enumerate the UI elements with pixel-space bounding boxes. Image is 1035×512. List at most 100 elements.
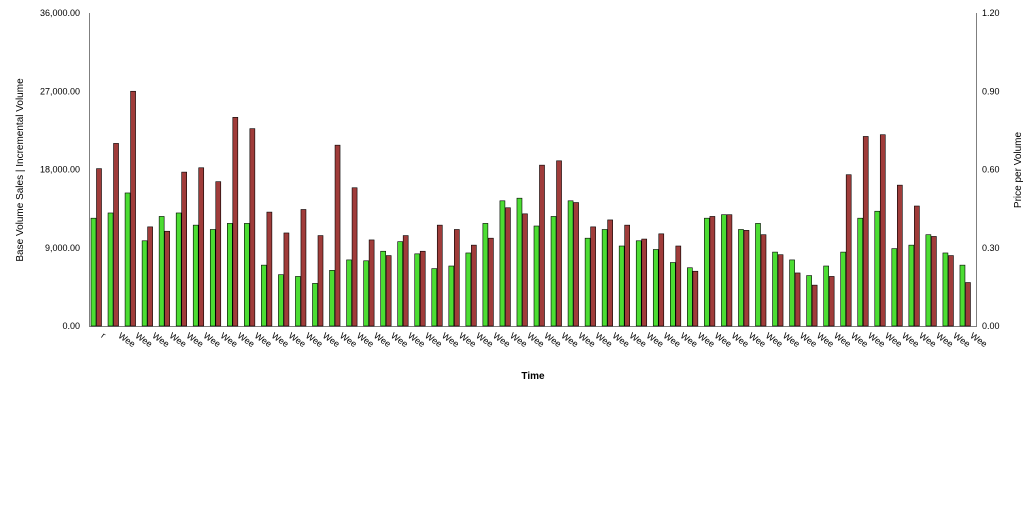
bar-series1-39 bbox=[738, 229, 744, 327]
bar-series2-24 bbox=[488, 237, 494, 327]
bar-series1-46 bbox=[857, 217, 864, 327]
bar-series2-27 bbox=[539, 164, 545, 327]
right-y-axis-title: Price per Volume bbox=[1013, 131, 1024, 208]
x-tick-label: Wee bbox=[219, 330, 240, 349]
left-y-axis-title: Base Volume Sales | Incremental Volume bbox=[15, 78, 26, 262]
x-tick-label: Wee bbox=[832, 330, 853, 349]
x-tick-label: Wee bbox=[917, 330, 938, 349]
bar-series2-20 bbox=[419, 250, 426, 327]
bar-series1-45 bbox=[840, 251, 846, 327]
bar-series1-19 bbox=[397, 241, 403, 327]
x-tick-label: Wee bbox=[253, 330, 274, 349]
bar-series2-51 bbox=[948, 255, 954, 327]
bar-series1-41 bbox=[772, 251, 778, 327]
bar-series1-52 bbox=[959, 264, 966, 327]
bar-series1-16 bbox=[346, 259, 352, 327]
bar-series2-44 bbox=[828, 276, 835, 327]
bar-series1-2 bbox=[107, 212, 114, 327]
bars-group bbox=[90, 90, 971, 327]
bar-series1-42 bbox=[789, 259, 795, 327]
bar-series2-17 bbox=[368, 239, 375, 327]
bar-series2-39 bbox=[743, 230, 750, 327]
bar-series2-18 bbox=[385, 255, 392, 327]
bar-series1-10 bbox=[244, 223, 250, 327]
x-ticks: r WeeWeeWeeWeeWeeWeeWeeWeeWeeWeeWeeWeeWee… bbox=[99, 330, 989, 349]
bar-series1-25 bbox=[499, 200, 506, 327]
bar-series1-14 bbox=[312, 283, 318, 327]
bar-series2-31 bbox=[607, 219, 613, 327]
bar-series1-28 bbox=[550, 216, 557, 327]
bar-series1-24 bbox=[482, 223, 489, 327]
bar-series2-37 bbox=[709, 216, 716, 327]
x-tick-label: Wee bbox=[491, 330, 512, 349]
x-tick-label: Wee bbox=[423, 330, 444, 349]
x-tick-label: Wee bbox=[883, 330, 904, 349]
bar-series1-21 bbox=[431, 268, 438, 327]
bar-series1-7 bbox=[192, 224, 199, 327]
x-tick-label: Wee bbox=[951, 330, 972, 349]
x-tick-label: Wee bbox=[576, 330, 597, 349]
x-tick-label: Wee bbox=[440, 330, 461, 349]
bar-series2-21 bbox=[436, 224, 443, 327]
bar-series1-27 bbox=[533, 225, 540, 327]
bar-series2-22 bbox=[454, 229, 460, 327]
bar-series1-37 bbox=[704, 217, 710, 327]
bar-series2-36 bbox=[692, 270, 699, 327]
bar-series2-45 bbox=[845, 174, 852, 327]
bar-series1-1 bbox=[90, 217, 97, 327]
x-tick-label: Wee bbox=[185, 330, 206, 349]
x-tick-label: Wee bbox=[542, 330, 563, 349]
bar-series1-49 bbox=[908, 244, 915, 327]
bar-series2-46 bbox=[862, 136, 869, 327]
x-tick-label: Wee bbox=[133, 330, 154, 349]
x-tick-label: Wee bbox=[815, 330, 836, 349]
bar-series1-12 bbox=[278, 274, 284, 327]
x-tick-label: Wee bbox=[321, 330, 342, 349]
x-tick-label: Wee bbox=[559, 330, 580, 349]
x-tick-label: Wee bbox=[730, 330, 751, 349]
bar-series2-16 bbox=[351, 187, 358, 327]
x-tick-label: Wee bbox=[270, 330, 291, 349]
bar-series1-44 bbox=[823, 265, 829, 327]
x-tick-label: Wee bbox=[662, 330, 683, 349]
bar-series1-4 bbox=[141, 240, 148, 327]
x-tick-label: Wee bbox=[150, 330, 171, 349]
x-tick-label: Wee bbox=[968, 330, 989, 349]
x-tick-label: Wee bbox=[338, 330, 359, 349]
right-y-tick-label: 1.20 bbox=[982, 8, 1000, 18]
left-y-tick-label: 36,000.00 bbox=[40, 8, 80, 18]
right-y-tick-label: 0.30 bbox=[982, 243, 1000, 253]
bar-series2-34 bbox=[658, 233, 665, 327]
bar-series2-25 bbox=[505, 207, 511, 327]
x-tick-label: Wee bbox=[168, 330, 189, 349]
x-tick-label: Wee bbox=[355, 330, 376, 349]
bar-series2-28 bbox=[556, 160, 562, 327]
bar-series2-4 bbox=[147, 226, 153, 327]
x-tick-label: Wee bbox=[406, 330, 427, 349]
x-tick-label: Wee bbox=[236, 330, 257, 349]
bar-series2-7 bbox=[198, 167, 205, 327]
bar-series1-33 bbox=[635, 240, 642, 327]
bar-series2-2 bbox=[113, 143, 119, 327]
x-axis-title: Time bbox=[521, 371, 545, 382]
bar-series2-32 bbox=[624, 224, 630, 327]
x-tick-label: Wee bbox=[747, 330, 768, 349]
bar-series2-11 bbox=[266, 211, 273, 327]
x-tick-label: Wee bbox=[593, 330, 614, 349]
bar-series2-1 bbox=[96, 168, 102, 327]
x-tick-label: Wee bbox=[781, 330, 802, 349]
bar-series1-3 bbox=[124, 192, 131, 327]
x-tick-label: Wee bbox=[372, 330, 393, 349]
x-tick-label: Wee bbox=[457, 330, 478, 349]
bar-series1-51 bbox=[942, 252, 949, 327]
bar-series2-35 bbox=[675, 245, 682, 327]
bar-series2-26 bbox=[522, 213, 528, 327]
right-y-tick-label: 0.90 bbox=[982, 86, 1000, 96]
bar-series1-47 bbox=[874, 210, 881, 327]
right-y-tick-label: 0.60 bbox=[982, 165, 1000, 175]
bar-series1-48 bbox=[891, 248, 898, 327]
bar-series2-49 bbox=[914, 205, 920, 327]
left-y-tick-label: 9,000.00 bbox=[45, 243, 80, 253]
x-tick-label: Wee bbox=[645, 330, 666, 349]
